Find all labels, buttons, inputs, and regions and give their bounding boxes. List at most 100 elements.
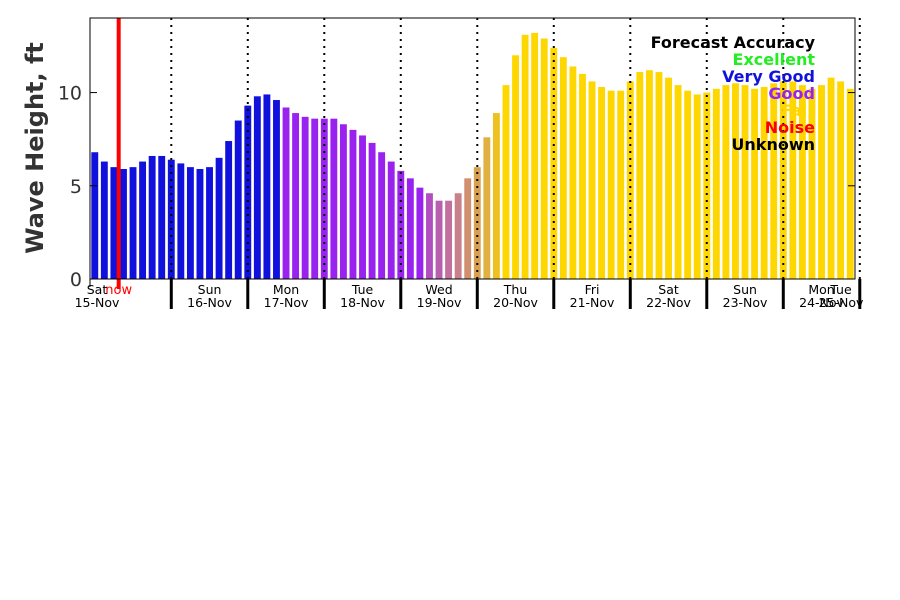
x-day-name-8: Sun [733,282,757,297]
x-day-name-4: Wed [425,282,452,297]
x-day-name-3: Tue [351,282,374,297]
bar-67 [732,83,739,279]
bar-10 [186,167,194,279]
bar-2 [110,167,118,279]
bar-35 [426,193,433,279]
bar-73 [789,81,797,279]
bar-19 [273,100,280,279]
bar-21 [292,113,300,279]
bar-30 [378,152,386,279]
day-separators: now [89,18,862,309]
bar-75 [808,88,816,279]
bar-31 [387,161,395,279]
bar-53 [598,86,606,279]
bar-6 [148,155,156,279]
x-day-date-6: 21-Nov [570,295,615,310]
bars-group [91,32,854,280]
bar-39 [464,178,472,279]
bar-37 [445,200,453,279]
bar-32 [397,170,405,279]
bar-4 [129,167,137,279]
bar-46 [531,32,539,279]
x-day-date-7: 22-Nov [646,295,691,310]
now-label: now [105,283,132,298]
bar-58 [645,70,653,279]
bar-33 [406,178,414,279]
x-day-date-10: 25-Nov [819,295,864,310]
bar-12 [206,167,213,279]
bar-24 [320,118,328,279]
bar-18 [263,94,271,279]
bar-26 [339,124,347,279]
bar-43 [502,85,510,279]
bar-49 [559,57,567,280]
bar-0 [91,152,99,279]
x-day-name-5: Thu [503,282,527,297]
bar-74 [798,85,806,279]
bar-65 [712,88,720,279]
x-day-date-5: 20-Nov [493,295,538,310]
bar-34 [416,187,424,279]
bar-42 [492,113,500,279]
legend-entry-2: Good [768,84,815,103]
bar-64 [703,92,711,279]
bar-52 [588,81,596,279]
y-tick-label-2: 10 [58,83,82,105]
x-day-name-2: Mon [273,282,299,297]
bar-68 [741,85,749,279]
legend-title: Forecast Accuracy [651,33,816,52]
bar-28 [359,135,366,279]
legend-entry-0: Excellent [733,50,816,69]
bar-41 [483,137,491,279]
x-day-date-4: 19-Nov [417,295,462,310]
x-day-name-7: Sat [658,282,679,297]
bar-79 [846,88,854,279]
bar-45 [521,34,529,279]
bar-20 [282,107,290,280]
bar-38 [454,193,462,279]
x-day-name-1: Sun [198,282,222,297]
bar-51 [579,73,586,280]
bar-22 [301,116,309,279]
legend-entry-5: Unknown [731,135,815,154]
legend-entry-4: Noise [765,118,815,137]
x-day-name-6: Fri [585,282,600,297]
bar-59 [655,72,663,279]
bar-25 [330,118,338,279]
x-day-date-8: 23-Nov [723,295,768,310]
legend-entry-1: Very Good [722,67,815,86]
bar-61 [674,85,682,279]
bar-54 [607,90,615,280]
bar-27 [349,129,357,279]
bar-3 [120,169,127,279]
bar-16 [244,105,252,280]
legend-entry-3: Fair [781,101,815,120]
bar-44 [512,55,519,279]
bar-62 [684,90,692,280]
plot-frame [89,17,856,280]
bar-57 [636,72,644,279]
bar-78 [837,81,845,279]
y-tick-label-0: 0 [70,269,82,291]
bar-70 [760,86,768,279]
bar-29 [368,142,376,279]
bar-40 [473,167,481,279]
bar-47 [540,38,548,280]
bar-69 [751,88,759,279]
bar-23 [311,118,319,279]
bar-1 [100,161,108,279]
x-day-date-0: 15-Nov [75,295,120,310]
bar-63 [693,94,701,279]
bar-14 [225,141,233,279]
bar-76 [818,85,825,279]
x-day-date-9: 24-Nov [799,295,844,310]
bar-11 [196,169,204,279]
bar-17 [253,96,261,279]
x-day-date-2: 17-Nov [264,295,309,310]
bar-77 [827,77,835,279]
bar-71 [770,83,778,279]
x-day-name-0: Sat [87,282,108,297]
bar-36 [435,200,443,279]
